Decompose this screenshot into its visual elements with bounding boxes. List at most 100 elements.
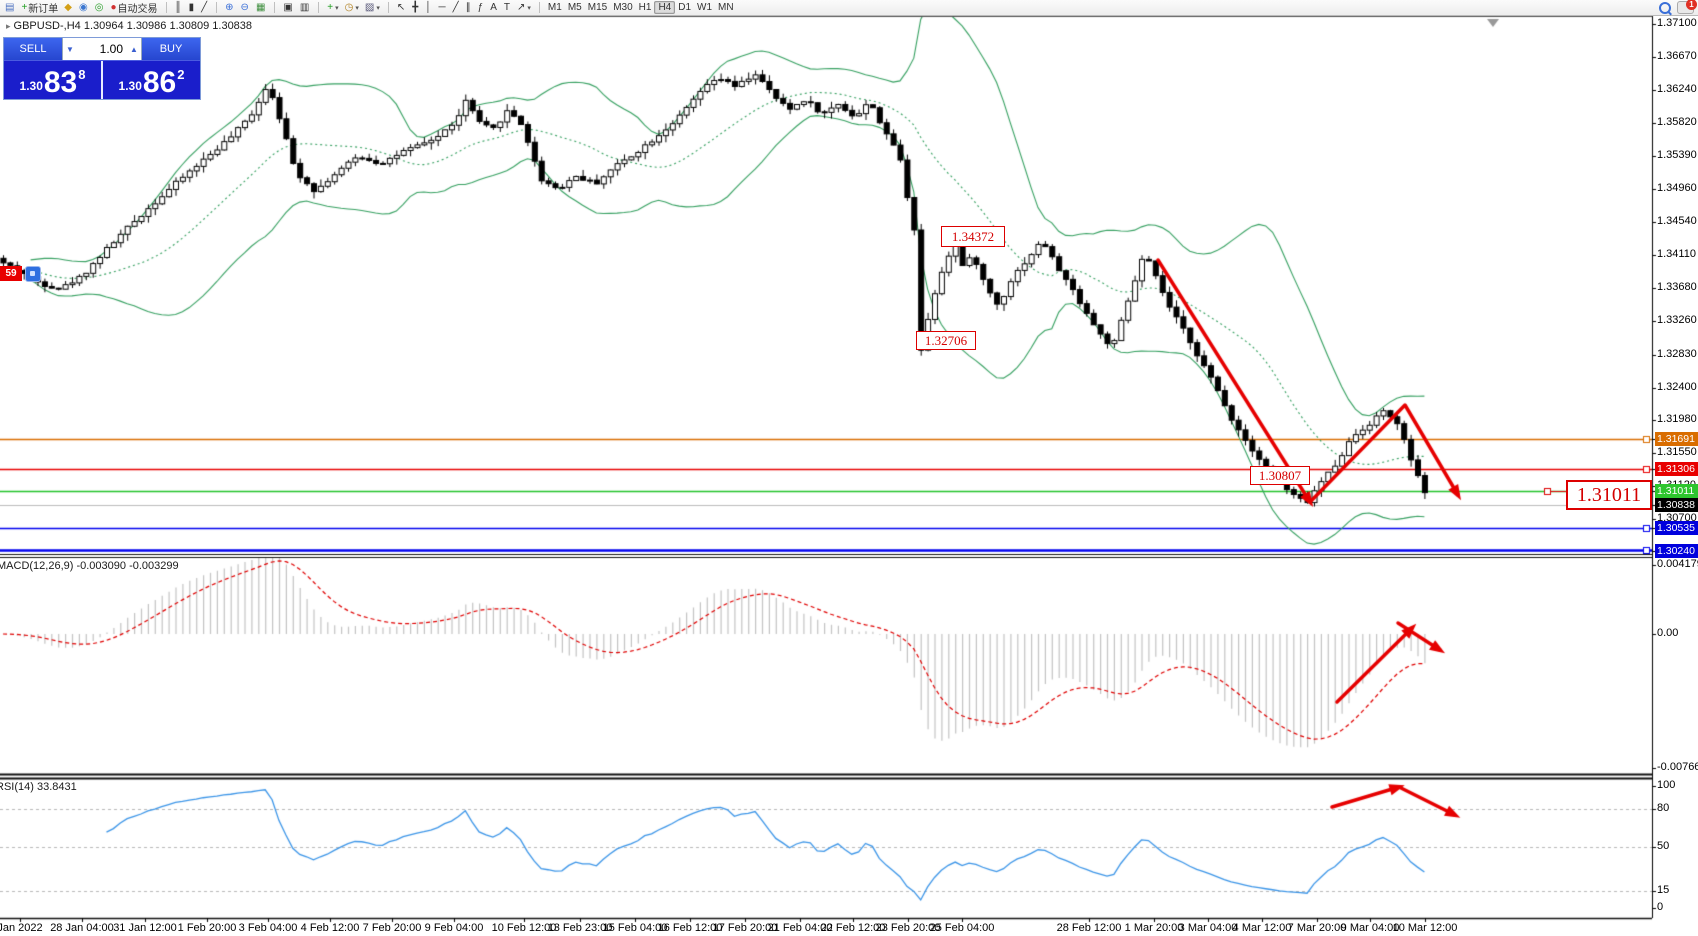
zoom-in-icon[interactable]: ⊕ [222,1,237,14]
bar-chart-icon[interactable]: ║ [172,1,186,14]
autotrade-button[interactable]: ● 自动交易 [107,1,160,15]
template-icon[interactable]: ▨ ▾ [362,1,383,14]
label-icon[interactable]: T [501,1,514,14]
price-callout: 1.31011 [1566,480,1652,510]
volume-up-icon[interactable]: ▲ [130,44,138,54]
macd-axis-tick: 0.00 [1657,627,1679,639]
chart-title: ▸ GBPUSD-,H4 1.30964 1.30986 1.30809 1.30… [6,20,252,32]
eraser-icon[interactable]: ◆ [61,1,76,14]
crosshair-icon: ╋ [412,2,419,13]
line-chart-icon[interactable]: ╱ [198,1,211,14]
dropdown-arrow-icon[interactable]: ▾ [355,4,359,12]
community-icon[interactable]: ◉ [76,1,92,14]
dropdown-arrow-icon[interactable]: ▾ [335,4,339,12]
sell-button[interactable]: SELL [4,38,62,60]
time-axis-label: 10 Feb 12:00 [491,922,557,934]
volume-down-icon[interactable]: ▼ [66,44,74,54]
price-level-badge: 1.31691 [1655,432,1698,446]
chart-window-icon[interactable]: ▤ [2,1,18,14]
symbol-ohlc-text: GBPUSD-,H4 1.30964 1.30986 1.30809 1.308… [13,20,253,32]
timeframe-label: M1 [547,2,562,13]
period-icon[interactable]: ◷ ▾ [342,1,362,14]
arrange-windows-icon[interactable]: ▥ [297,1,313,14]
rsi-axis-tick: 100 [1657,779,1676,791]
timeframe-button-m1[interactable]: M1 [545,1,565,14]
time-axis-label: 7 Feb 20:00 [362,922,422,934]
volume-value[interactable]: 1.00 [99,42,123,56]
notifications-icon[interactable]: 1 [1677,0,1697,14]
buy-quote[interactable]: 1.30 86 2 [101,61,200,99]
timeframe-label: H1 [638,2,652,13]
timeframe-button-mn[interactable]: MN [715,1,737,14]
arrows-icon[interactable]: ↗ ▾ [514,1,534,14]
candlestick-icon: ▮ [188,2,195,13]
time-axis-label: 21 Feb 04:00 [767,922,833,934]
time-axis-label: 9 Feb 04:00 [424,922,484,934]
text-icon[interactable]: A [487,1,501,14]
price-axis-tick: 1.34540 [1657,215,1697,227]
search-icon[interactable] [1659,1,1671,14]
sell-price-big: 83 [43,66,78,99]
price-level-badge: 1.30240 [1655,544,1698,558]
timeframe-button-m30[interactable]: M30 [610,1,635,14]
crosshair-icon[interactable]: ╋ [409,1,422,14]
price-level-badge: 1.31011 [1655,484,1698,498]
price-axis-tick: 1.31980 [1657,413,1697,425]
channel-icon[interactable]: ∥ [463,1,475,14]
fibonacci-icon[interactable]: ƒ [475,1,488,14]
cursor-icon[interactable]: ↖ [394,1,409,14]
zoom-out-icon[interactable]: ⊖ [238,1,253,14]
price-callout: 1.32706 [916,331,976,350]
timeframe-button-h4[interactable]: H4 [654,1,676,14]
timeframe-button-w1[interactable]: W1 [694,1,715,14]
rsi-label: RSI(14) 33.8431 [0,781,77,793]
trendline-icon[interactable]: ╱ [450,1,463,14]
chart-window-icon: ▤ [5,2,15,13]
period-icon: ◷ [344,2,354,13]
cursor-icon: ↖ [396,2,406,13]
label-icon: T [503,2,511,13]
timeframe-label: M15 [587,2,608,13]
sell-quote[interactable]: 1.30 83 8 [4,61,101,99]
vertical-line-icon[interactable]: │ [422,1,435,14]
price-callout: 1.30807 [1250,466,1310,485]
notification-count-badge: 1 [1686,0,1697,10]
trendline-icon: ╱ [452,2,459,13]
volume-stepper[interactable]: ▼ 1.00 ▲ [62,38,142,60]
dropdown-arrow-icon[interactable]: ▾ [376,4,380,12]
horizontal-line-icon[interactable]: ─ [436,1,450,14]
price-axis-tick: 1.35390 [1657,149,1697,161]
community-icon: ◉ [79,2,88,13]
timeframe-button-d1[interactable]: D1 [675,1,694,14]
dropdown-arrow-icon[interactable]: ▾ [527,4,531,12]
sell-price-prefix: 1.30 [19,79,43,93]
fibonacci-icon: ƒ [477,2,484,13]
price-axis-tick: 1.37100 [1657,17,1697,29]
buy-price-prefix: 1.30 [118,79,142,93]
rsi-axis-tick: 15 [1657,884,1670,896]
price-axis-tick: 1.36670 [1657,50,1697,62]
timeframe-label: W1 [697,2,713,13]
new-chart-icon[interactable]: + ▾ [324,1,341,14]
new-order-button[interactable]: + 新订单 [18,1,61,15]
buy-button[interactable]: BUY [142,38,200,60]
tile-windows-icon: ▦ [255,2,266,13]
signals-icon[interactable]: ◎ [92,1,108,14]
toolbar-separator [216,2,218,13]
tile-windows-icon[interactable]: ▦ [253,1,269,14]
timeframe-button-m5[interactable]: M5 [565,1,585,14]
timeframe-button-m15[interactable]: M15 [585,1,610,14]
candlestick-icon[interactable]: ▮ [186,1,199,14]
arrows-icon: ↗ [517,2,526,13]
price-level-badge: 1.31306 [1655,462,1698,476]
horizontal-line-icon: ─ [438,2,446,13]
time-axis-label: Jan 2022 [0,922,43,934]
cascade-windows-icon[interactable]: ▣ [280,1,296,14]
time-axis-label: 1 Feb 20:00 [177,922,237,934]
rsi-axis-tick: 0 [1657,901,1664,913]
timeframe-button-h1[interactable]: H1 [636,1,655,14]
time-axis-label: 9 Mar 04:00 [1340,922,1400,934]
autotrade-button: ● [110,2,117,13]
